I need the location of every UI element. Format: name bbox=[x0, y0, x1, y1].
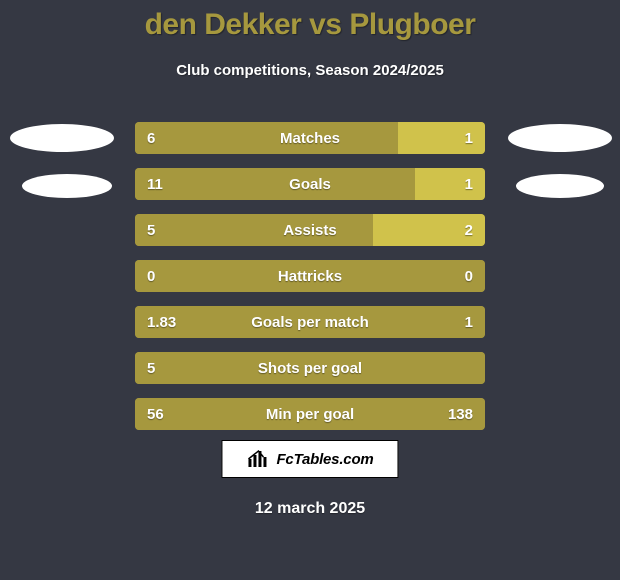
bar-fill-right bbox=[373, 214, 485, 246]
logo-chart-icon bbox=[246, 449, 268, 469]
stat-bars: 61Matches 111Goals 52Assists 00Hattricks 1.8… bbox=[135, 122, 485, 444]
bar-fill-left bbox=[135, 168, 415, 200]
bar-fill-left bbox=[135, 260, 485, 292]
subtitle: Club competitions, Season 2024/2025 bbox=[0, 62, 620, 79]
player-right-placeholder-0 bbox=[508, 124, 612, 152]
bar-fill-left bbox=[135, 398, 485, 430]
stat-row: 111Goals bbox=[135, 168, 485, 200]
bar-fill-left bbox=[135, 306, 485, 338]
page-title: den Dekker vs Plugboer bbox=[0, 8, 620, 42]
comparison-infographic: den Dekker vs Plugboer Club competitions… bbox=[0, 0, 620, 580]
player-left-placeholder-1 bbox=[22, 174, 112, 198]
stat-row: 00Hattricks bbox=[135, 260, 485, 292]
date-text: 12 march 2025 bbox=[0, 500, 620, 518]
stat-row: 52Assists bbox=[135, 214, 485, 246]
bar-fill-left bbox=[135, 122, 398, 154]
bar-fill-right bbox=[415, 168, 485, 200]
stat-row: 56138Min per goal bbox=[135, 398, 485, 430]
player-left-placeholder-0 bbox=[10, 124, 114, 152]
source-badge: FcTables.com bbox=[221, 440, 398, 478]
stat-row: 61Matches bbox=[135, 122, 485, 154]
bar-fill-left bbox=[135, 352, 485, 384]
bar-fill-right bbox=[398, 122, 486, 154]
source-text: FcTables.com bbox=[276, 451, 373, 468]
player-right-placeholder-1 bbox=[516, 174, 604, 198]
stat-row: 5Shots per goal bbox=[135, 352, 485, 384]
bar-fill-left bbox=[135, 214, 373, 246]
stat-row: 1.831Goals per match bbox=[135, 306, 485, 338]
